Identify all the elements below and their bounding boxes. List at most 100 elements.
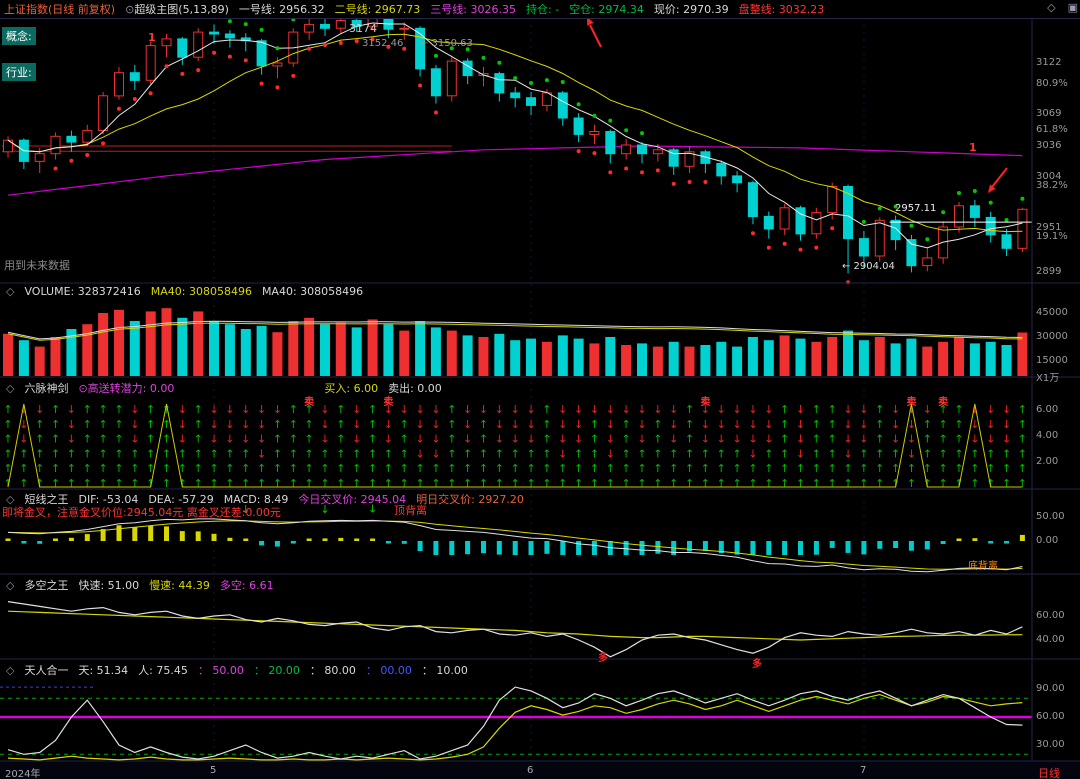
svg-text:↑: ↑	[162, 462, 171, 475]
concept-tag[interactable]: 概念:	[2, 27, 36, 45]
svg-text:↑: ↑	[939, 433, 948, 446]
svg-text:↑: ↑	[289, 418, 298, 431]
window-layout-icon[interactable]: ▣	[1067, 1, 1078, 14]
fast-value: 快速: 51.00	[78, 579, 140, 592]
svg-text:↓: ↓	[843, 433, 852, 446]
svg-text:↓: ↓	[701, 403, 710, 416]
svg-text:↓: ↓	[669, 418, 678, 431]
svg-text:↑: ↑	[764, 447, 773, 460]
svg-text:↑: ↑	[35, 462, 44, 475]
panel-diamond-icon[interactable]: ◇	[6, 578, 15, 592]
svg-text:↑: ↑	[289, 447, 298, 460]
svg-text:↑: ↑	[495, 447, 504, 460]
svg-text:↑: ↑	[511, 462, 520, 475]
svg-text:↓: ↓	[495, 418, 504, 431]
svg-text:↑: ↑	[479, 418, 488, 431]
svg-text:↑: ↑	[875, 447, 884, 460]
industry-tag[interactable]: 行业:	[2, 63, 36, 81]
svg-text:↑: ↑	[780, 447, 789, 460]
svg-text:↑: ↑	[954, 477, 963, 490]
svg-text:↓: ↓	[368, 502, 377, 515]
svg-text:↓: ↓	[130, 433, 139, 446]
svg-text:↓: ↓	[178, 433, 187, 446]
period-selector[interactable]: 日线	[1038, 767, 1060, 779]
top-divergence-label: 顶背离	[394, 504, 427, 517]
volume-value[interactable]: VOLUME: 328372416	[24, 285, 141, 298]
time-tick: 6	[527, 765, 534, 776]
svg-text:↑: ↑	[305, 433, 314, 446]
svg-text:↑: ↑	[368, 403, 377, 416]
svg-text:↑: ↑	[336, 462, 345, 475]
liumai-panel-header: ◇ 六脉神剑 ⊙高送转潜力: 0.00 买入: 6.00 卖出: 0.00	[6, 380, 442, 396]
svg-text:↑: ↑	[67, 477, 76, 490]
svg-text:↑: ↑	[986, 477, 995, 490]
panel-diamond-icon[interactable]: ◇	[6, 381, 15, 395]
svg-text:↑: ↑	[194, 418, 203, 431]
svg-text:↑: ↑	[146, 447, 155, 460]
indicator-icon: ⊙	[125, 3, 135, 16]
svg-text:↑: ↑	[51, 462, 60, 475]
svg-text:↑: ↑	[400, 447, 409, 460]
svg-text:↑: ↑	[812, 433, 821, 446]
panel-diamond-icon[interactable]: ◇	[6, 285, 15, 298]
svg-text:↑: ↑	[732, 462, 741, 475]
panel-diamond-icon[interactable]: ◇	[6, 492, 15, 506]
svg-text:↓: ↓	[320, 403, 329, 416]
diamond-icon[interactable]: ◇	[1047, 1, 1056, 14]
dif-value: DIF: -53.04	[78, 492, 139, 506]
svg-text:↑: ↑	[939, 462, 948, 475]
duokong-title[interactable]: 多空之王	[24, 579, 69, 592]
svg-text:↑: ↑	[653, 462, 662, 475]
svg-text:↑: ↑	[35, 447, 44, 460]
svg-text:↑: ↑	[19, 462, 28, 475]
svg-text:↓: ↓	[400, 403, 409, 416]
svg-text:↑: ↑	[225, 447, 234, 460]
svg-text:↓: ↓	[558, 433, 567, 446]
svg-text:↑: ↑	[1018, 447, 1027, 460]
svg-text:↓: ↓	[178, 418, 187, 431]
svg-text:↓: ↓	[257, 447, 266, 460]
svg-text:↓: ↓	[209, 418, 218, 431]
svg-text:↑: ↑	[923, 477, 932, 490]
symbol-name[interactable]: 上证指数(日线 前复权)	[4, 3, 116, 16]
svg-text:↑: ↑	[209, 477, 218, 490]
tianren-title[interactable]: 天人合一	[24, 664, 69, 677]
svg-text:↑: ↑	[701, 447, 710, 460]
svg-text:↓: ↓	[637, 433, 646, 446]
liumai-title[interactable]: 六脉神剑	[24, 382, 69, 395]
main-indicator-label[interactable]: ⊙超级主图(5,13,89)	[125, 3, 229, 16]
svg-text:↑: ↑	[780, 433, 789, 446]
svg-text:↑: ↑	[637, 477, 646, 490]
svg-text:↑: ↑	[415, 477, 424, 490]
svg-text:↑: ↑	[685, 447, 694, 460]
svg-text:↓: ↓	[1002, 403, 1011, 416]
svg-text:↑: ↑	[305, 447, 314, 460]
svg-text:↓: ↓	[320, 418, 329, 431]
svg-text:↑: ↑	[574, 447, 583, 460]
duanxian-title[interactable]: 短线之王	[24, 493, 69, 506]
svg-text:↓: ↓	[732, 433, 741, 446]
svg-text:↓: ↓	[19, 403, 28, 416]
svg-text:↑: ↑	[225, 462, 234, 475]
svg-text:↑: ↑	[289, 403, 298, 416]
svg-text:↑: ↑	[717, 477, 726, 490]
svg-text:↓: ↓	[637, 418, 646, 431]
svg-text:↑: ↑	[3, 462, 12, 475]
panel-diamond-icon[interactable]: ◇	[6, 663, 15, 677]
svg-text:↓: ↓	[19, 433, 28, 446]
svg-text:↑: ↑	[748, 477, 757, 490]
svg-text:↓: ↓	[574, 418, 583, 431]
svg-text:↓: ↓	[796, 433, 805, 446]
svg-text:↓: ↓	[748, 447, 757, 460]
svg-text:↑: ↑	[828, 447, 837, 460]
svg-text:↑: ↑	[590, 477, 599, 490]
svg-text:↑: ↑	[305, 462, 314, 475]
svg-text:↓: ↓	[653, 403, 662, 416]
svg-text:卖: 卖	[938, 395, 948, 408]
svg-text:↓: ↓	[891, 433, 900, 446]
price-line-tag: 2957.11	[895, 203, 937, 214]
svg-text:↑: ↑	[796, 477, 805, 490]
svg-text:↑: ↑	[859, 462, 868, 475]
svg-text:↓: ↓	[859, 403, 868, 416]
